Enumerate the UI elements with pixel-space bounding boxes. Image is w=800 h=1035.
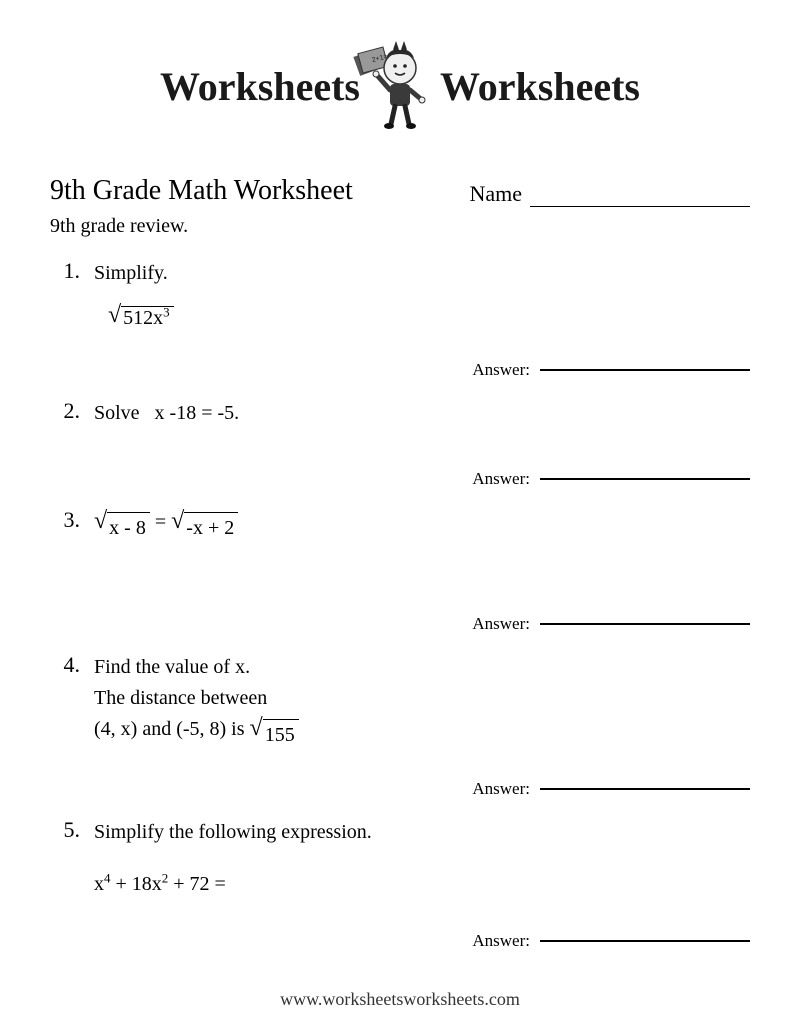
problem-number: 5. [50, 817, 80, 843]
problem-1-math: √ 512x3 [108, 303, 750, 330]
logo: Worksheets Worksheets 2+1= [50, 30, 750, 145]
sqrt-icon: √ [171, 509, 184, 533]
problem-text: Simplify the following expression. [94, 817, 372, 848]
math-part: x [94, 873, 104, 895]
sqrt-exponent: 3 [163, 304, 170, 319]
problem-5-math: x4 + 18x2 + 72 = [94, 873, 750, 896]
answer-blank-line[interactable] [540, 940, 750, 942]
sqrt-icon: √ [250, 716, 263, 740]
sqrt-icon: √ [94, 509, 107, 533]
page-title: 9th Grade Math Worksheet [50, 175, 353, 207]
answer-blank-line[interactable] [540, 623, 750, 625]
math-part: + 18x [111, 873, 162, 895]
problem-number: 2. [50, 398, 80, 424]
name-field: Name [469, 181, 750, 207]
answer-label: Answer: [472, 360, 530, 380]
logo-graphic: Worksheets Worksheets 2+1= [160, 30, 640, 140]
logo-text-left: Worksheets [160, 64, 360, 109]
answer-row: Answer: [50, 779, 750, 799]
answer-row: Answer: [50, 931, 750, 951]
header-row: 9th Grade Math Worksheet Name [50, 175, 750, 207]
line1: Find the value of x. [94, 656, 250, 678]
answer-label: Answer: [472, 931, 530, 951]
page-subtitle: 9th grade review. [50, 215, 750, 238]
answer-blank-line[interactable] [540, 788, 750, 790]
problem-3: 3. √ x - 8 = √ -x + 2 Answer: [50, 507, 750, 634]
problem-2: 2. Solve x -18 = -5. Answer: [50, 398, 750, 489]
sqrt-content: -x + 2 [184, 512, 238, 544]
line3-pre: (4, x) and (-5, 8) is [94, 718, 250, 740]
answer-label: Answer: [472, 614, 530, 634]
problem-number: 4. [50, 652, 80, 678]
problem-text: Solve x -18 = -5. [94, 398, 239, 429]
answer-row: Answer: [50, 614, 750, 634]
answer-label: Answer: [472, 469, 530, 489]
sqrt-content: 155 [263, 719, 299, 751]
problem-text: Find the value of x. The distance betwee… [94, 652, 299, 751]
name-blank-line[interactable] [530, 206, 750, 207]
sqrt-content: 512x [123, 307, 163, 329]
problem-math: √ x - 8 = √ -x + 2 [94, 507, 238, 544]
answer-label: Answer: [472, 779, 530, 799]
problem-number: 3. [50, 507, 80, 533]
problem-text: Simplify. [94, 258, 168, 289]
problem-number: 1. [50, 258, 80, 284]
math-part: + 72 = [168, 873, 226, 895]
logo-boy-icon: 2+1= [353, 44, 425, 129]
sqrt-content: x - 8 [107, 512, 150, 544]
problem-5: 5. Simplify the following expression. x4… [50, 817, 750, 951]
footer-url: www.worksheetsworksheets.com [0, 989, 800, 1010]
name-label: Name [469, 181, 522, 207]
sqrt-icon: √ [108, 303, 121, 327]
answer-row: Answer: [50, 360, 750, 380]
answer-blank-line[interactable] [540, 369, 750, 371]
logo-text-right: Worksheets [440, 64, 640, 109]
line2: The distance between [94, 687, 267, 709]
answer-row: Answer: [50, 469, 750, 489]
problem-4: 4. Find the value of x. The distance bet… [50, 652, 750, 799]
answer-blank-line[interactable] [540, 478, 750, 480]
problem-1: 1. Simplify. √ 512x3 Answer: [50, 258, 750, 380]
equals: = [155, 511, 171, 533]
